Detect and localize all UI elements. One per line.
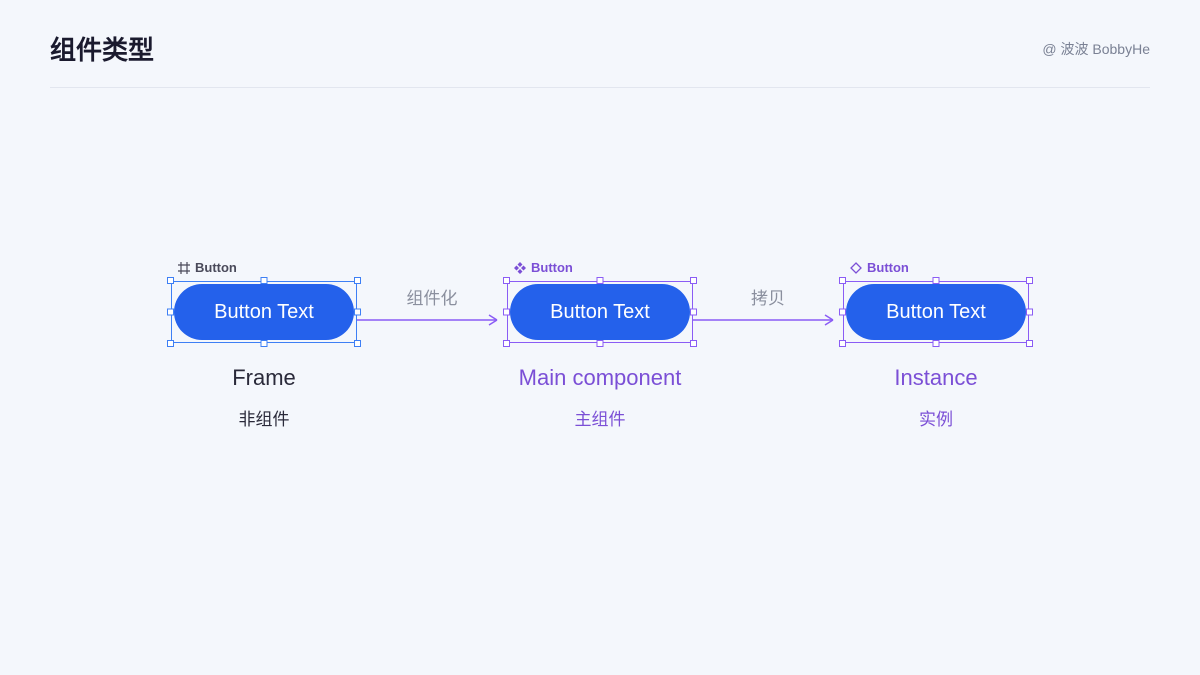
diagram-canvas: Button Button Text Frame 非组件 组件化 bbox=[0, 260, 1200, 430]
type-en-frame: Frame bbox=[232, 365, 296, 391]
node-main-component: Button Button Text Main component 主组件 bbox=[507, 260, 693, 430]
arrow-copy: 拷贝 bbox=[693, 284, 843, 327]
selection-box-instance: Button Text bbox=[843, 281, 1029, 343]
header: 组件类型 @ 波波 BobbyHe bbox=[0, 0, 1200, 87]
arrow-label: 组件化 bbox=[407, 284, 458, 309]
layer-label-instance: Button bbox=[849, 260, 909, 275]
author-credit: @ 波波 BobbyHe bbox=[1042, 39, 1150, 59]
page-title: 组件类型 bbox=[50, 30, 154, 67]
type-en-instance: Instance bbox=[894, 365, 977, 391]
layer-label-frame: Button bbox=[177, 260, 237, 275]
node-instance: Button Button Text Instance 实例 bbox=[843, 260, 1029, 430]
selection-box-component: Button Text bbox=[507, 281, 693, 343]
header-divider bbox=[50, 87, 1150, 88]
node-frame: Button Button Text Frame 非组件 bbox=[171, 260, 357, 430]
arrow-label: 拷贝 bbox=[751, 284, 785, 309]
layer-label-text: Button bbox=[195, 260, 237, 275]
arrow-componentize: 组件化 bbox=[357, 284, 507, 327]
layer-label-text: Button bbox=[531, 260, 573, 275]
type-cn-component: 主组件 bbox=[575, 405, 626, 430]
type-cn-instance: 实例 bbox=[919, 405, 953, 430]
type-en-component: Main component bbox=[519, 365, 682, 391]
layer-label-component: Button bbox=[513, 260, 573, 275]
arrow-icon bbox=[693, 313, 843, 327]
layer-label-text: Button bbox=[867, 260, 909, 275]
arrow-icon bbox=[357, 313, 507, 327]
instance-icon bbox=[849, 261, 863, 275]
type-cn-frame: 非组件 bbox=[239, 405, 290, 430]
frame-icon bbox=[177, 261, 191, 275]
component-icon bbox=[513, 261, 527, 275]
selection-box-frame: Button Text bbox=[171, 281, 357, 343]
